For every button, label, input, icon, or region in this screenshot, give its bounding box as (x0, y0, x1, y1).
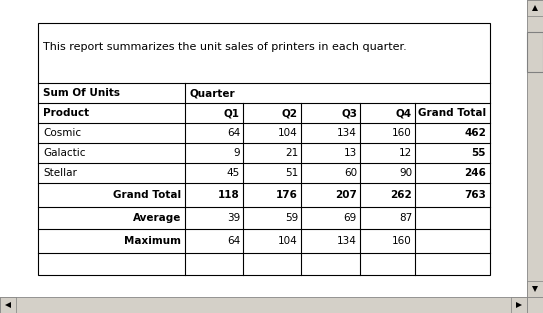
Text: Product: Product (43, 108, 89, 118)
Text: 9: 9 (233, 148, 240, 158)
Bar (527, 297, 543, 313)
Bar (38, 23, 490, 275)
Bar (0, 297, 16, 313)
Text: Sum Of Units: Sum Of Units (43, 88, 120, 98)
Bar (527, 0, 543, 16)
Text: 39: 39 (227, 213, 240, 223)
Polygon shape (532, 286, 538, 292)
Text: Q1: Q1 (224, 108, 240, 118)
Text: 64: 64 (227, 236, 240, 246)
Text: This report summarizes the unit sales of printers in each quarter.: This report summarizes the unit sales of… (43, 42, 407, 52)
Text: 176: 176 (276, 190, 298, 200)
Bar (527, 32, 543, 72)
Text: Cosmic: Cosmic (43, 128, 81, 138)
Text: 87: 87 (399, 213, 412, 223)
Text: 134: 134 (337, 128, 357, 138)
Text: 160: 160 (392, 128, 412, 138)
Text: Stellar: Stellar (43, 168, 77, 178)
Polygon shape (5, 302, 11, 308)
Bar (511, 297, 527, 313)
Polygon shape (532, 5, 538, 11)
Text: 118: 118 (218, 190, 240, 200)
Text: 45: 45 (227, 168, 240, 178)
Text: 13: 13 (344, 148, 357, 158)
Text: 262: 262 (390, 190, 412, 200)
Text: 104: 104 (278, 236, 298, 246)
Text: 69: 69 (344, 213, 357, 223)
Text: Grand Total: Grand Total (418, 108, 486, 118)
Text: 104: 104 (278, 128, 298, 138)
Text: Quarter: Quarter (190, 88, 236, 98)
Text: Q4: Q4 (396, 108, 412, 118)
Text: 21: 21 (285, 148, 298, 158)
Text: 59: 59 (285, 213, 298, 223)
Text: 90: 90 (399, 168, 412, 178)
Text: 207: 207 (335, 190, 357, 200)
Text: 763: 763 (464, 190, 486, 200)
Text: 51: 51 (285, 168, 298, 178)
Text: 134: 134 (337, 236, 357, 246)
Text: Grand Total: Grand Total (113, 190, 181, 200)
Polygon shape (516, 302, 522, 308)
Text: Average: Average (132, 213, 181, 223)
Bar (527, 281, 543, 297)
Text: Q2: Q2 (282, 108, 298, 118)
Bar (527, 0, 543, 297)
Text: Q3: Q3 (341, 108, 357, 118)
Text: 160: 160 (392, 236, 412, 246)
Text: 55: 55 (471, 148, 486, 158)
Text: 12: 12 (399, 148, 412, 158)
Text: 64: 64 (227, 128, 240, 138)
Text: 246: 246 (464, 168, 486, 178)
Text: Galactic: Galactic (43, 148, 85, 158)
Text: Maximum: Maximum (124, 236, 181, 246)
Text: 462: 462 (464, 128, 486, 138)
Bar (0, 297, 527, 313)
Text: 60: 60 (344, 168, 357, 178)
